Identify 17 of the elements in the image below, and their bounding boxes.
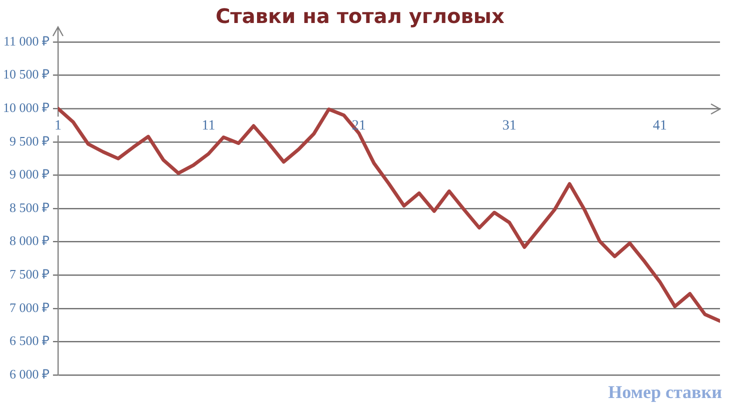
x-tick-label: 1	[54, 118, 62, 134]
y-tick-label: 9 000 ₽	[10, 166, 50, 182]
x-tick-label: 41	[652, 118, 667, 134]
y-tick-label: 10 000 ₽	[3, 100, 50, 116]
y-tick-label: 7 500 ₽	[10, 266, 50, 282]
y-tick-label: 8 000 ₽	[10, 233, 50, 248]
x-tick-label: 31	[502, 118, 516, 134]
y-tick-label: 6 500 ₽	[10, 333, 50, 348]
x-axis-title: Номер ставки	[608, 382, 722, 403]
y-tick-label: 10 500 ₽	[3, 66, 50, 82]
chart-title: Ставки на тотал угловых	[216, 4, 504, 28]
y-tick-label: 11 000 ₽	[3, 33, 50, 48]
y-tick-label: 7 000 ₽	[10, 300, 50, 315]
y-tick-label: 8 500 ₽	[10, 200, 50, 215]
x-tick-label: 11	[202, 118, 216, 134]
y-tick-label: 9 500 ₽	[10, 133, 50, 148]
y-tick-label: 6 000 ₽	[10, 366, 50, 382]
